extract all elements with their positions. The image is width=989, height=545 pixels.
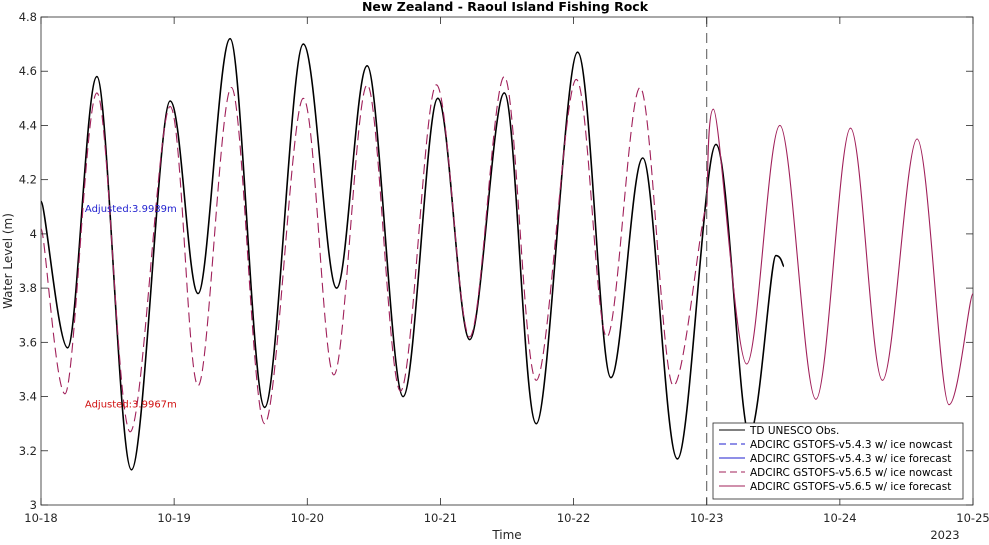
legend-box (712, 422, 964, 500)
x-tick-label: 10-24 (823, 511, 856, 525)
series-line-1 (40, 76, 708, 433)
chart-title: New Zealand - Raoul Island Fishing Rock (362, 0, 649, 14)
x-tick-label: 10-19 (157, 511, 190, 525)
y-tick-label: 3.8 (19, 281, 37, 295)
x-tick-label: 10-18 (24, 511, 57, 525)
tick-layer: 10-18 10-19 10-20 10-21 10-22 10-23 10-24 10-25… (19, 10, 989, 525)
y-tick-label: 4 (30, 227, 37, 241)
y-tick-label: 4.4 (19, 118, 37, 132)
y-tick-label: 4.8 (19, 10, 37, 24)
y-axis-label: Water Level (m) (1, 213, 15, 309)
x-tick-label: 10-21 (424, 511, 457, 525)
legend-entry-label: TD UNESCO Obs. (749, 425, 839, 437)
annotation-layer: Adjusted:3.9939m Adjusted:3.9967m (85, 204, 177, 410)
x-tick-label: 10-25 (956, 511, 989, 525)
year-label: 2023 (930, 528, 959, 541)
series-line-2 (706, 108, 974, 406)
y-tick-label: 3 (30, 498, 37, 512)
x-tick-label: 10-23 (690, 511, 723, 525)
legend-entry-label: ADCIRC GSTOFS-v5.4.3 w/ ice forecast (750, 453, 951, 465)
x-tick-label: 10-22 (557, 511, 590, 525)
y-tick-label: 4.2 (19, 173, 37, 187)
series-layer (40, 37, 974, 471)
y-tick-label: 3.4 (19, 390, 37, 404)
y-tick-label: 3.2 (19, 444, 37, 458)
x-tick-label: 10-20 (291, 511, 324, 525)
legend-entry-label: ADCIRC GSTOFS-v5.4.3 w/ ice nowcast (750, 439, 952, 451)
x-axis-label: Time (491, 528, 521, 541)
legend: TD UNESCO Obs. ADCIRC GSTOFS-v5.4.3 w/ ic… (712, 422, 964, 500)
legend-entry-label: ADCIRC GSTOFS-v5.6.5 w/ ice nowcast (750, 467, 952, 479)
y-tick-label: 3.6 (19, 335, 37, 349)
y-tick-label: 4.6 (19, 64, 37, 78)
adjusted-annotation: Adjusted:3.9967m (85, 399, 177, 410)
legend-entry-label: ADCIRC GSTOFS-v5.6.5 w/ ice forecast (750, 481, 951, 493)
adjusted-annotation: Adjusted:3.9939m (85, 204, 177, 215)
